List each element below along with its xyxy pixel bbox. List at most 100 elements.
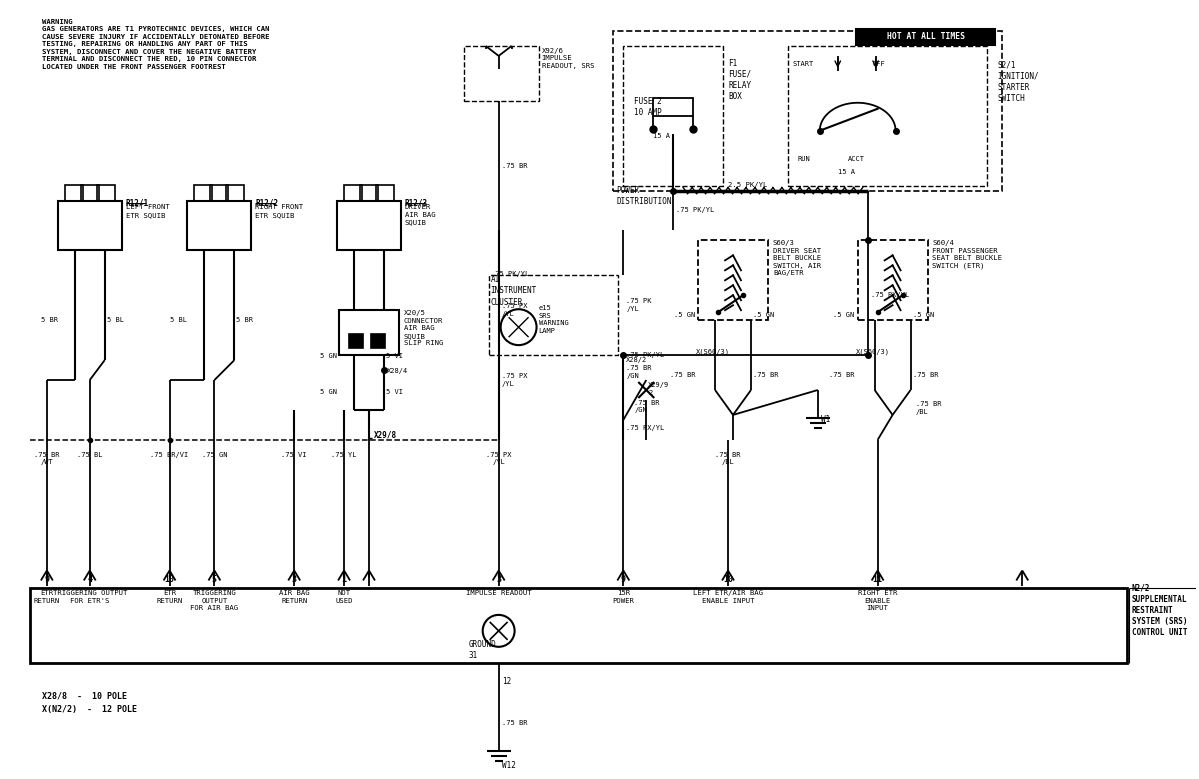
Bar [788, 46, 987, 185]
Text: .75 BR: .75 BR [501, 720, 528, 726]
Text: 15 A: 15 A [838, 168, 855, 174]
Text: .75 YL: .75 YL [331, 452, 357, 458]
Text: AIR BAG
RETURN: AIR BAG RETURN [279, 590, 309, 604]
Text: 4: 4 [88, 576, 92, 584]
Bar [623, 46, 723, 185]
Text: R12/3: R12/3 [405, 199, 428, 207]
Text: START: START [793, 61, 814, 67]
Text: .75 PK/YL: .75 PK/YL [626, 352, 664, 358]
Text: e15
SRS
WARNING
LAMP: e15 SRS WARNING LAMP [538, 305, 568, 333]
Text: R12/1: R12/1 [126, 199, 149, 207]
Text: W12: W12 [501, 761, 516, 770]
Text: X28/4: X28/4 [387, 368, 408, 374]
Text: TRIGGERING OUTPUT
FOR ETR'S: TRIGGERING OUTPUT FOR ETR'S [53, 590, 127, 604]
Bar [227, 185, 245, 200]
Text: 3: 3 [496, 576, 501, 584]
Text: 5 VI: 5 VI [386, 389, 403, 395]
Text: N2/2
SUPPLEMENTAL
RESTRAINT
SYSTEM (SRS)
CONTROL UNIT: N2/2 SUPPLEMENTAL RESTRAINT SYSTEM (SRS)… [1132, 583, 1187, 637]
Bar [337, 200, 400, 250]
Text: .75 BR
/WT: .75 BR /WT [34, 452, 60, 465]
Bar [698, 241, 767, 320]
Bar [857, 241, 928, 320]
Text: X29/9
2: X29/9 2 [649, 382, 669, 396]
Text: .5 GN: .5 GN [674, 312, 695, 318]
Text: .75 BR
/BL: .75 BR /BL [916, 401, 941, 414]
Bar [360, 185, 378, 200]
Text: .5 GN: .5 GN [753, 312, 775, 318]
Bar [614, 31, 1002, 191]
Text: A1
INSTRUMENT
CLUSTER: A1 INSTRUMENT CLUSTER [490, 275, 537, 306]
Text: 10: 10 [164, 576, 175, 584]
Text: .5 GN: .5 GN [833, 312, 855, 318]
Text: S60/3
DRIVER SEAT
BELT BUCKLE
SWITCH, AIR
BAG/ETR: S60/3 DRIVER SEAT BELT BUCKLE SWITCH, AI… [773, 241, 821, 277]
Text: X20/5
CONNECTOR
AIR BAG
SQUIB
SLIP RING: X20/5 CONNECTOR AIR BAG SQUIB SLIP RING [404, 310, 444, 346]
Text: X28/8  -  10 POLE: X28/8 - 10 POLE [42, 691, 127, 700]
Bar [339, 310, 399, 355]
Text: RIGHT ETR
ENABLE
INPUT: RIGHT ETR ENABLE INPUT [858, 590, 897, 612]
Text: .75 PX
/YL: .75 PX /YL [486, 452, 512, 465]
Text: .75 BR: .75 BR [669, 372, 695, 378]
Bar [194, 185, 212, 200]
Bar [97, 185, 115, 200]
Text: .75 BR
/BL: .75 BR /BL [716, 452, 741, 465]
Text: .75 VI: .75 VI [282, 452, 307, 458]
Text: .75 PX
/YL: .75 PX /YL [501, 373, 528, 387]
Text: .75 PK
/YL: .75 PK /YL [626, 298, 652, 312]
Text: 11: 11 [873, 576, 882, 584]
Text: WARNING
GAS GENERATORS ARE T1 PYROTECHNIC DEVICES, WHICH CAN
CAUSE SEVERE INJURY: WARNING GAS GENERATORS ARE T1 PYROTECHNI… [42, 19, 270, 70]
Text: 5 BR: 5 BR [41, 317, 58, 323]
Bar [856, 29, 995, 45]
Text: X29/8: X29/8 [374, 430, 397, 439]
Text: .75 PK/YL: .75 PK/YL [490, 271, 529, 277]
Text: LEFT FRONT
ETR SQUIB: LEFT FRONT ETR SQUIB [126, 205, 169, 218]
Text: .75 GN: .75 GN [201, 452, 227, 458]
Text: X28/2: X28/2 [626, 357, 647, 363]
Bar [489, 275, 619, 355]
Text: 12: 12 [501, 677, 511, 686]
Text: .75 BR/VI: .75 BR/VI [150, 452, 188, 458]
Bar [349, 334, 363, 348]
Bar [344, 185, 362, 200]
Text: TRIGGERING
OUTPUT
FOR AIR BAG: TRIGGERING OUTPUT FOR AIR BAG [191, 590, 239, 612]
Text: .75 PX/YL: .75 PX/YL [626, 425, 664, 431]
Text: 5: 5 [212, 576, 217, 584]
Text: 2.5 PK/YL: 2.5 PK/YL [728, 182, 767, 188]
Text: IMPULSE READOUT: IMPULSE READOUT [466, 590, 531, 597]
Bar [187, 200, 252, 250]
Bar [376, 185, 394, 200]
Text: R12/2: R12/2 [255, 199, 278, 207]
Text: .75 BR: .75 BR [501, 163, 528, 168]
Text: X(S60/3): X(S60/3) [856, 348, 890, 354]
Text: .75 BL: .75 BL [77, 452, 102, 458]
Bar [370, 334, 385, 348]
Bar [464, 46, 538, 100]
Text: OFF: OFF [873, 61, 885, 67]
Text: F1
FUSE/
RELAY
BOX: F1 FUSE/ RELAY BOX [728, 59, 751, 101]
Text: .75 BR: .75 BR [753, 372, 778, 378]
Text: .75 BR: .75 BR [830, 372, 855, 378]
Text: ACCT: ACCT [848, 156, 864, 161]
Text: DRIVER
AIR BAG
SQUIB: DRIVER AIR BAG SQUIB [405, 205, 435, 225]
Text: RUN: RUN [797, 156, 811, 161]
Text: .75 BR: .75 BR [912, 372, 938, 378]
Text: 9: 9 [621, 576, 626, 584]
Text: 5 BL: 5 BL [107, 317, 123, 323]
Text: 5 BL: 5 BL [170, 317, 187, 323]
Text: X(S60/3): X(S60/3) [697, 348, 730, 354]
Text: ETR
RETURN: ETR RETURN [156, 590, 182, 604]
Text: 15 A: 15 A [653, 132, 670, 139]
Text: 5 BR: 5 BR [236, 317, 253, 323]
Text: 5 GN: 5 GN [320, 389, 337, 395]
Text: LEFT ETR/AIR BAG
ENABLE INPUT: LEFT ETR/AIR BAG ENABLE INPUT [693, 590, 763, 604]
Text: 10: 10 [723, 576, 733, 584]
Text: ETR
RETURN: ETR RETURN [34, 590, 60, 604]
Text: .75 BR
/GN: .75 BR /GN [626, 365, 652, 379]
Text: 5 VI: 5 VI [386, 353, 403, 359]
Text: .75 BR
/GN: .75 BR /GN [634, 400, 659, 414]
Text: .75 PK/YL: .75 PK/YL [870, 292, 909, 298]
Bar [65, 185, 83, 200]
Text: FUSE 2
10 AMP: FUSE 2 10 AMP [634, 97, 662, 117]
Text: POWER
DISTRIBUTION: POWER DISTRIBUTION [616, 185, 671, 206]
Text: .5 GN: .5 GN [912, 312, 934, 318]
Text: .75 PX
/YL: .75 PX /YL [501, 304, 528, 317]
